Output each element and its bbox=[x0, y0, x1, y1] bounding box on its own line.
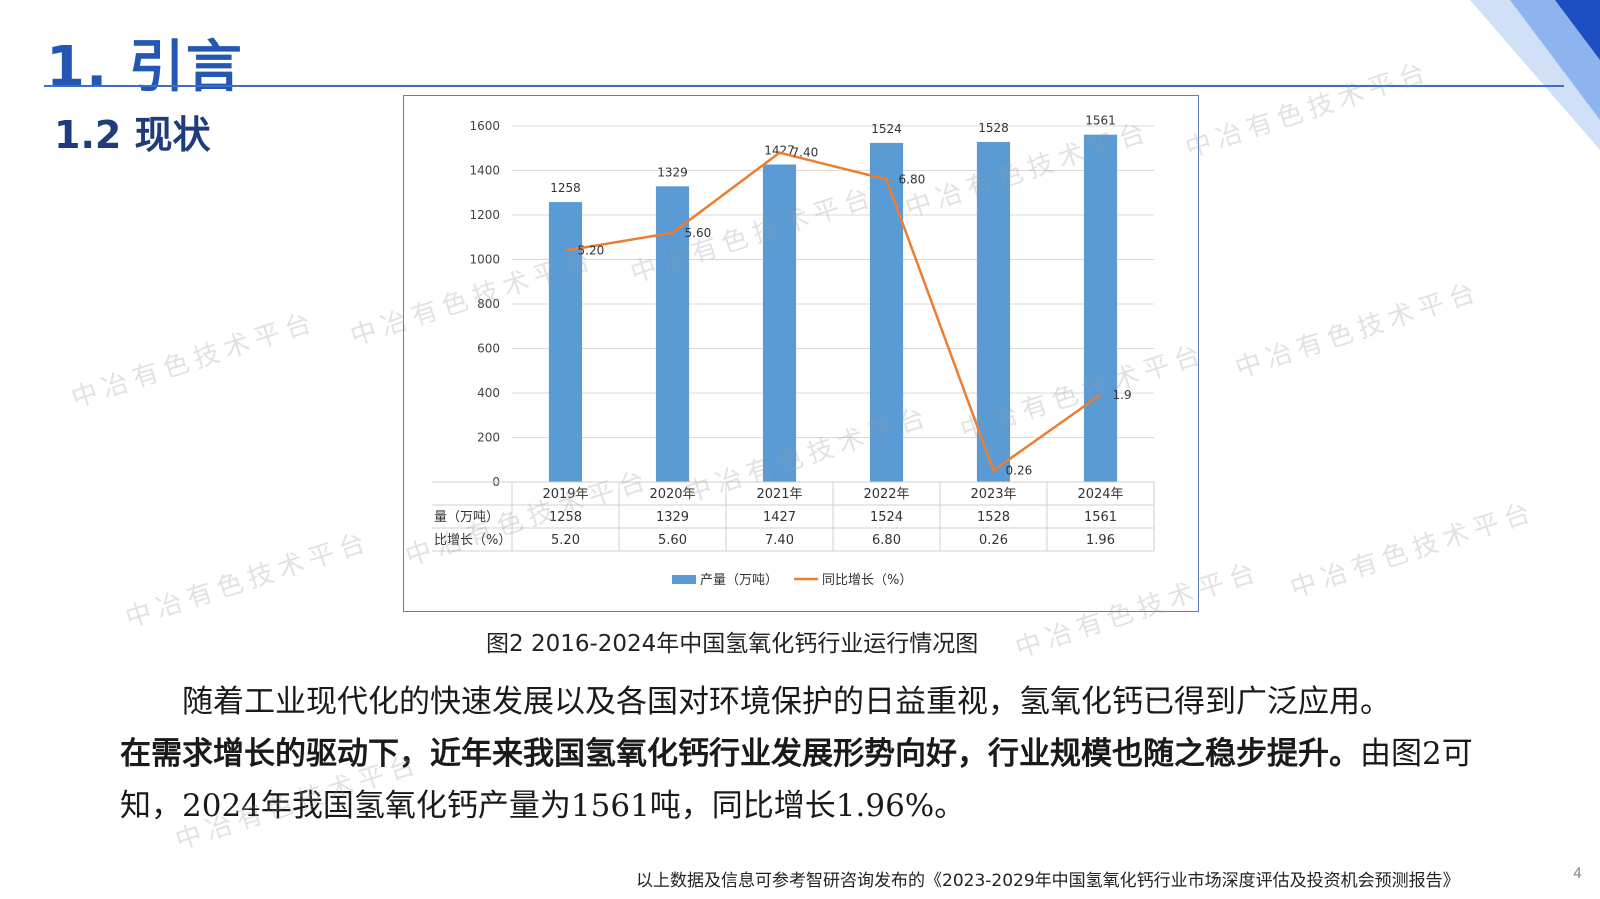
line-value-label: 6.80 bbox=[899, 172, 926, 186]
table-cell: 6.80 bbox=[872, 533, 901, 548]
table-cell: 5.20 bbox=[551, 533, 580, 548]
x-category-label: 2019年 bbox=[542, 487, 588, 502]
legend-bar-swatch bbox=[672, 575, 696, 584]
table-cell: 1258 bbox=[549, 510, 582, 525]
y-tick-label: 1400 bbox=[469, 164, 500, 178]
y-tick-label: 1200 bbox=[469, 208, 500, 222]
table-cell: 1561 bbox=[1084, 510, 1117, 525]
line-value-label: 5.20 bbox=[578, 244, 605, 258]
bar-value-label: 1524 bbox=[871, 122, 902, 136]
section-subtitle: 1.2 现状 bbox=[54, 113, 211, 157]
title-divider bbox=[44, 85, 1564, 87]
figure-caption: 图2 2016-2024年中国氢氧化钙行业运行情况图 bbox=[486, 631, 979, 657]
y-tick-label: 400 bbox=[477, 386, 500, 400]
legend-line-label: 同比增长（%） bbox=[822, 573, 912, 588]
bar-value-label: 1561 bbox=[1085, 114, 1116, 128]
line-value-label: 7.40 bbox=[792, 146, 819, 160]
x-category-label: 2021年 bbox=[756, 487, 802, 502]
x-category-label: 2022年 bbox=[863, 487, 909, 502]
source-note: 以上数据及信息可参考智研咨询发布的《2023-2029年中国氢氧化钙行业市场深度… bbox=[636, 871, 1460, 891]
watermark: 中冶有色技术平台 bbox=[1231, 276, 1485, 385]
line-value-label: 1.9 bbox=[1113, 388, 1132, 402]
bar bbox=[869, 142, 904, 482]
table-cell: 1329 bbox=[656, 510, 689, 525]
x-category-label: 2023年 bbox=[970, 487, 1016, 502]
paragraph-sentence-2: 由图2可知，2024年我国氢氧化钙产量为1561吨，同比增长1.96%。 bbox=[120, 736, 1473, 824]
bar bbox=[976, 142, 1011, 482]
production-chart: 0200400600800100012001400160012581329142… bbox=[432, 114, 1155, 588]
y-tick-label: 800 bbox=[477, 297, 500, 311]
bar-value-label: 1528 bbox=[978, 121, 1009, 135]
slide-title: 1. 引言 bbox=[46, 35, 243, 100]
table-cell: 0.26 bbox=[979, 533, 1008, 548]
bar bbox=[1083, 134, 1118, 483]
table-cell: 1.96 bbox=[1086, 533, 1115, 548]
table-row-label: 比增长（%） bbox=[434, 533, 511, 548]
x-category-label: 2020年 bbox=[649, 487, 695, 502]
x-category-label: 2024年 bbox=[1077, 487, 1123, 502]
y-tick-label: 1600 bbox=[469, 119, 500, 133]
table-cell: 1528 bbox=[977, 510, 1010, 525]
y-tick-label: 200 bbox=[477, 431, 500, 445]
watermark: 中冶有色技术平台 bbox=[67, 306, 321, 415]
corner-decoration bbox=[1470, 0, 1600, 150]
table-cell: 5.60 bbox=[658, 533, 687, 548]
y-tick-label: 1000 bbox=[469, 253, 500, 267]
table-row-label: 量（万吨） bbox=[434, 510, 499, 525]
legend-bar-label: 产量（万吨） bbox=[700, 573, 778, 588]
chart-frame: 0 200 400 600 800 1000 1200 1400 1600 1258 1329 142… bbox=[403, 95, 1199, 612]
bar bbox=[762, 164, 797, 482]
table-cell: 1427 bbox=[763, 510, 796, 525]
y-tick-label: 600 bbox=[477, 342, 500, 356]
body-paragraph: 随着工业现代化的快速发展以及各国对环境保护的日益重视，氢氧化钙已得到广泛应用。 … bbox=[120, 676, 1500, 832]
line-value-label: 0.26 bbox=[1006, 463, 1033, 477]
paragraph-sentence-1: 随着工业现代化的快速发展以及各国对环境保护的日益重视，氢氧化钙已得到广泛应用。 bbox=[182, 684, 1391, 720]
table-cell: 1524 bbox=[870, 510, 903, 525]
growth-line bbox=[565, 151, 1102, 473]
line-value-label: 5.60 bbox=[685, 226, 712, 240]
bar-value-label: 1329 bbox=[657, 165, 688, 179]
page-number: 4 bbox=[1573, 866, 1582, 882]
paragraph-bold-sentence: 在需求增长的驱动下，近年来我国氢氧化钙行业发展形势向好，行业规模也随之稳步提升。 bbox=[120, 736, 1360, 772]
table-cell: 7.40 bbox=[765, 533, 794, 548]
watermark: 中冶有色技术平台 bbox=[121, 526, 375, 635]
bar-value-label: 1258 bbox=[550, 181, 581, 195]
watermark: 中冶有色技术平台 bbox=[1286, 496, 1540, 605]
